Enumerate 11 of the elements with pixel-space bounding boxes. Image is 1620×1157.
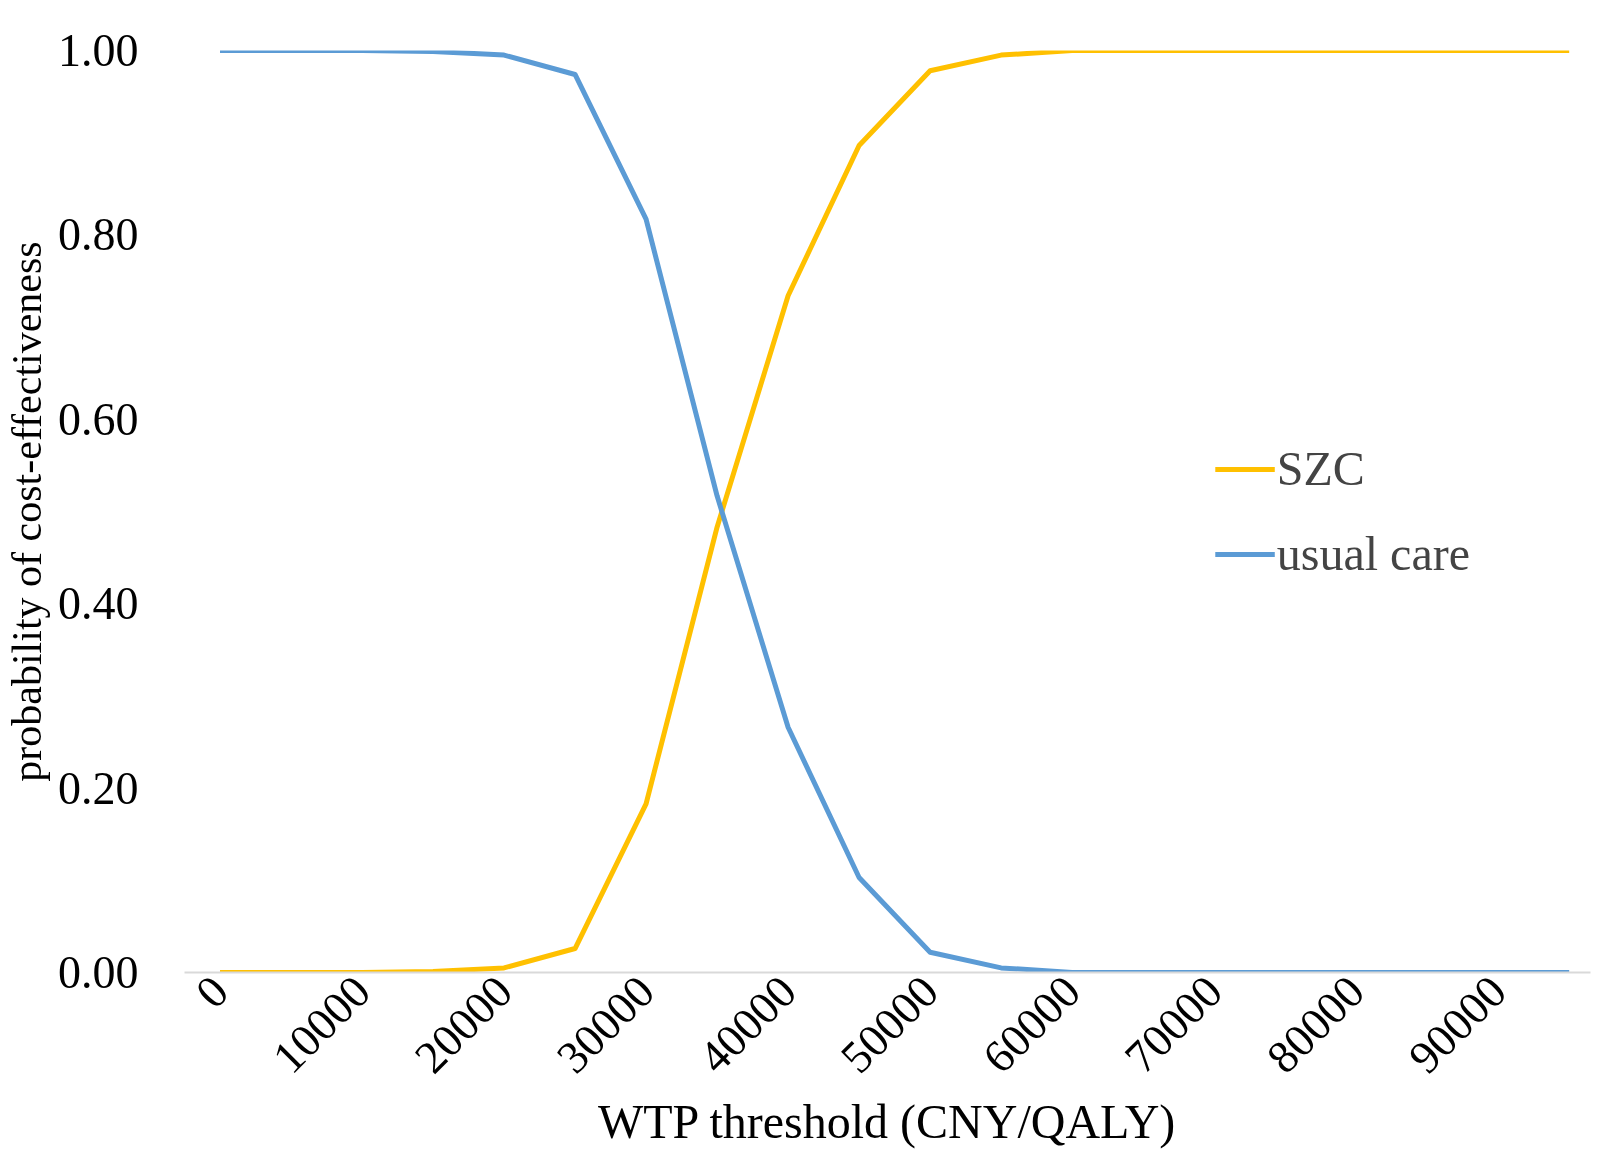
y-tick-label: 0.80	[58, 209, 139, 261]
y-tick-label: 0.00	[58, 947, 139, 998]
x-axis-title: WTP threshold (CNY/QALY)	[597, 1094, 1176, 1149]
y-tick-label: 1.00	[58, 25, 139, 76]
legend-label: SZC	[1276, 441, 1365, 496]
y-tick-label: 0.60	[58, 393, 139, 445]
y-tick-label: 0.20	[58, 762, 139, 814]
legend-label: usual care	[1276, 526, 1470, 581]
y-tick-label: 0.40	[58, 578, 139, 630]
x-tick-label: 0	[185, 965, 239, 1018]
y-axis-title: probability of cost-effectiveness	[4, 241, 50, 782]
